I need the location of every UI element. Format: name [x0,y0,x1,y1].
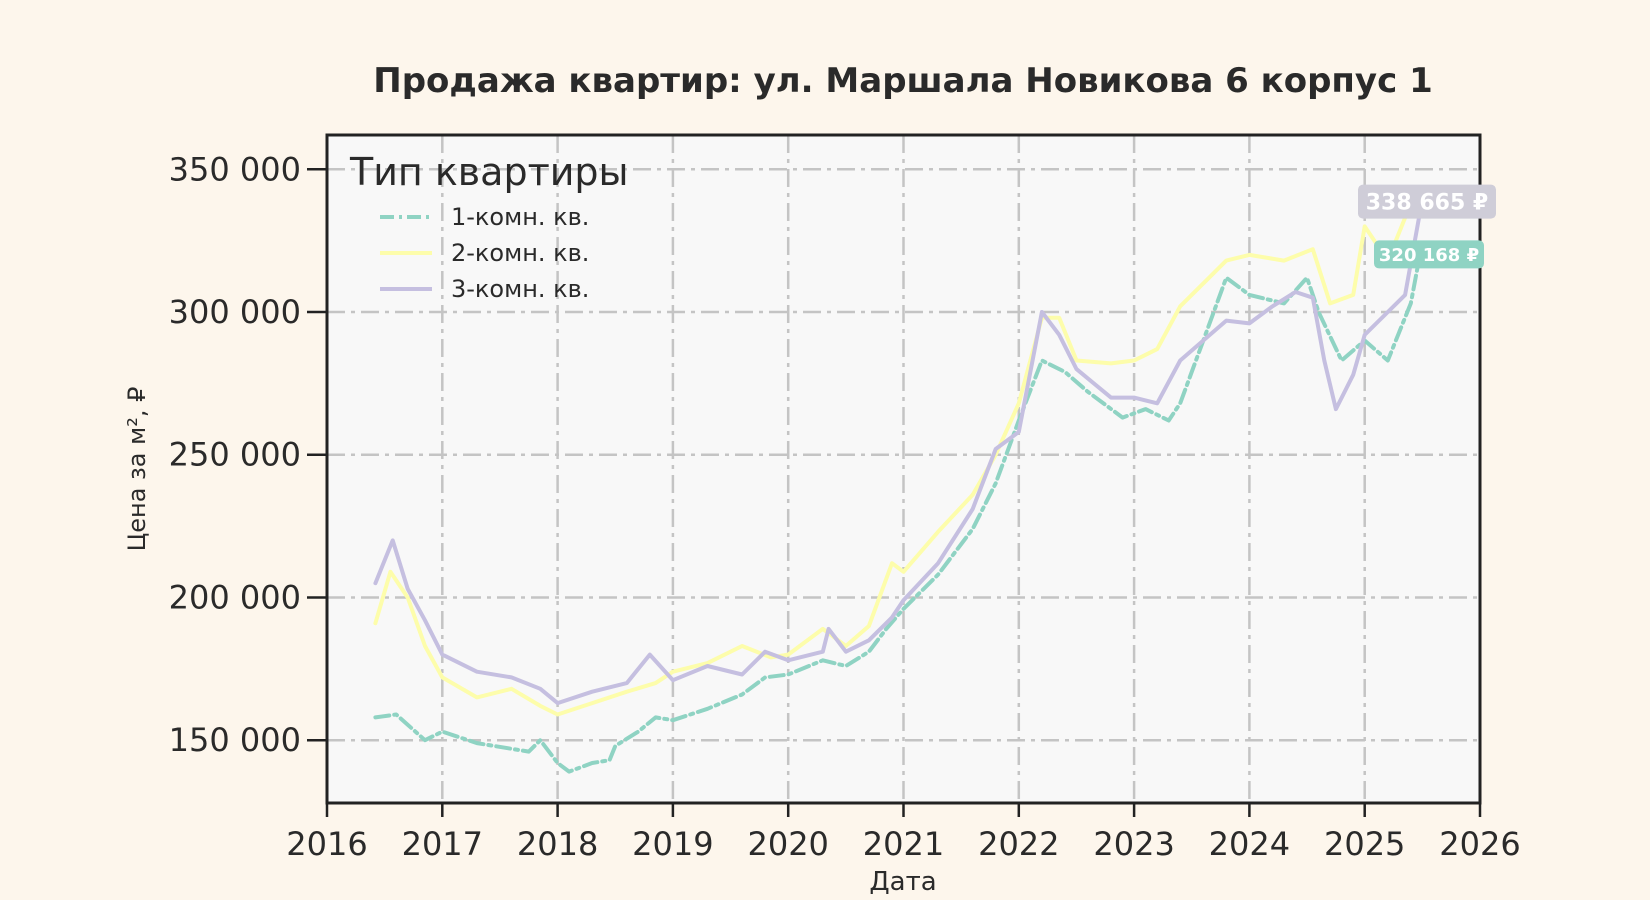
value-badge-text: 320 168 ₽ [1379,245,1479,266]
last-value-labels: 338 665 ₽ 320 168 ₽ [1358,184,1496,269]
series-line-1 [373,252,1422,774]
y-axis-label: Цена за м², ₽ [123,387,151,552]
legend-label: 1-комн. кв. [451,203,589,231]
series-line-2 [373,199,1422,717]
y-axis: 150 000 200 000 250 000 300 000 350 000 [169,150,327,759]
x-tick-label: 2022 [978,825,1059,863]
x-tick-label: 2021 [863,825,944,863]
x-axis-label: Дата [869,867,936,897]
x-tick-label: 2016 [286,825,367,863]
x-tick-label: 2024 [1209,825,1290,863]
x-tick-label: 2025 [1324,825,1405,863]
x-tick-label: 2017 [402,825,483,863]
y-tick-label: 200 000 [169,578,301,616]
legend: Тип квартиры 1-комн. кв. 2-комн. кв. 3-ком… [349,150,629,303]
x-tick-label: 2018 [517,825,598,863]
y-tick-label: 250 000 [169,436,301,474]
y-tick-label: 350 000 [169,150,301,188]
chart-title: Продажа квартир: ул. Маршала Новикова 6 … [373,61,1432,101]
value-badge-text: 338 665 ₽ [1366,191,1488,216]
series-line-3 [373,210,1422,706]
legend-title: Тип квартиры [349,150,629,194]
value-badge [1374,240,1484,269]
legend-label: 3-комн. кв. [451,275,589,303]
value-badge [1358,184,1496,219]
x-tick-label: 2020 [747,825,828,863]
y-tick-label: 300 000 [169,293,301,331]
x-tick-label: 2026 [1439,825,1520,863]
y-tick-label: 150 000 [169,721,301,759]
x-axis: 2016 2017 2018 2019 2020 2021 2022 2023 2024 2025… [286,803,1521,863]
legend-label: 2-комн. кв. [451,239,589,267]
series-layer [373,199,1422,774]
x-tick-label: 2023 [1093,825,1174,863]
x-tick-label: 2019 [632,825,713,863]
